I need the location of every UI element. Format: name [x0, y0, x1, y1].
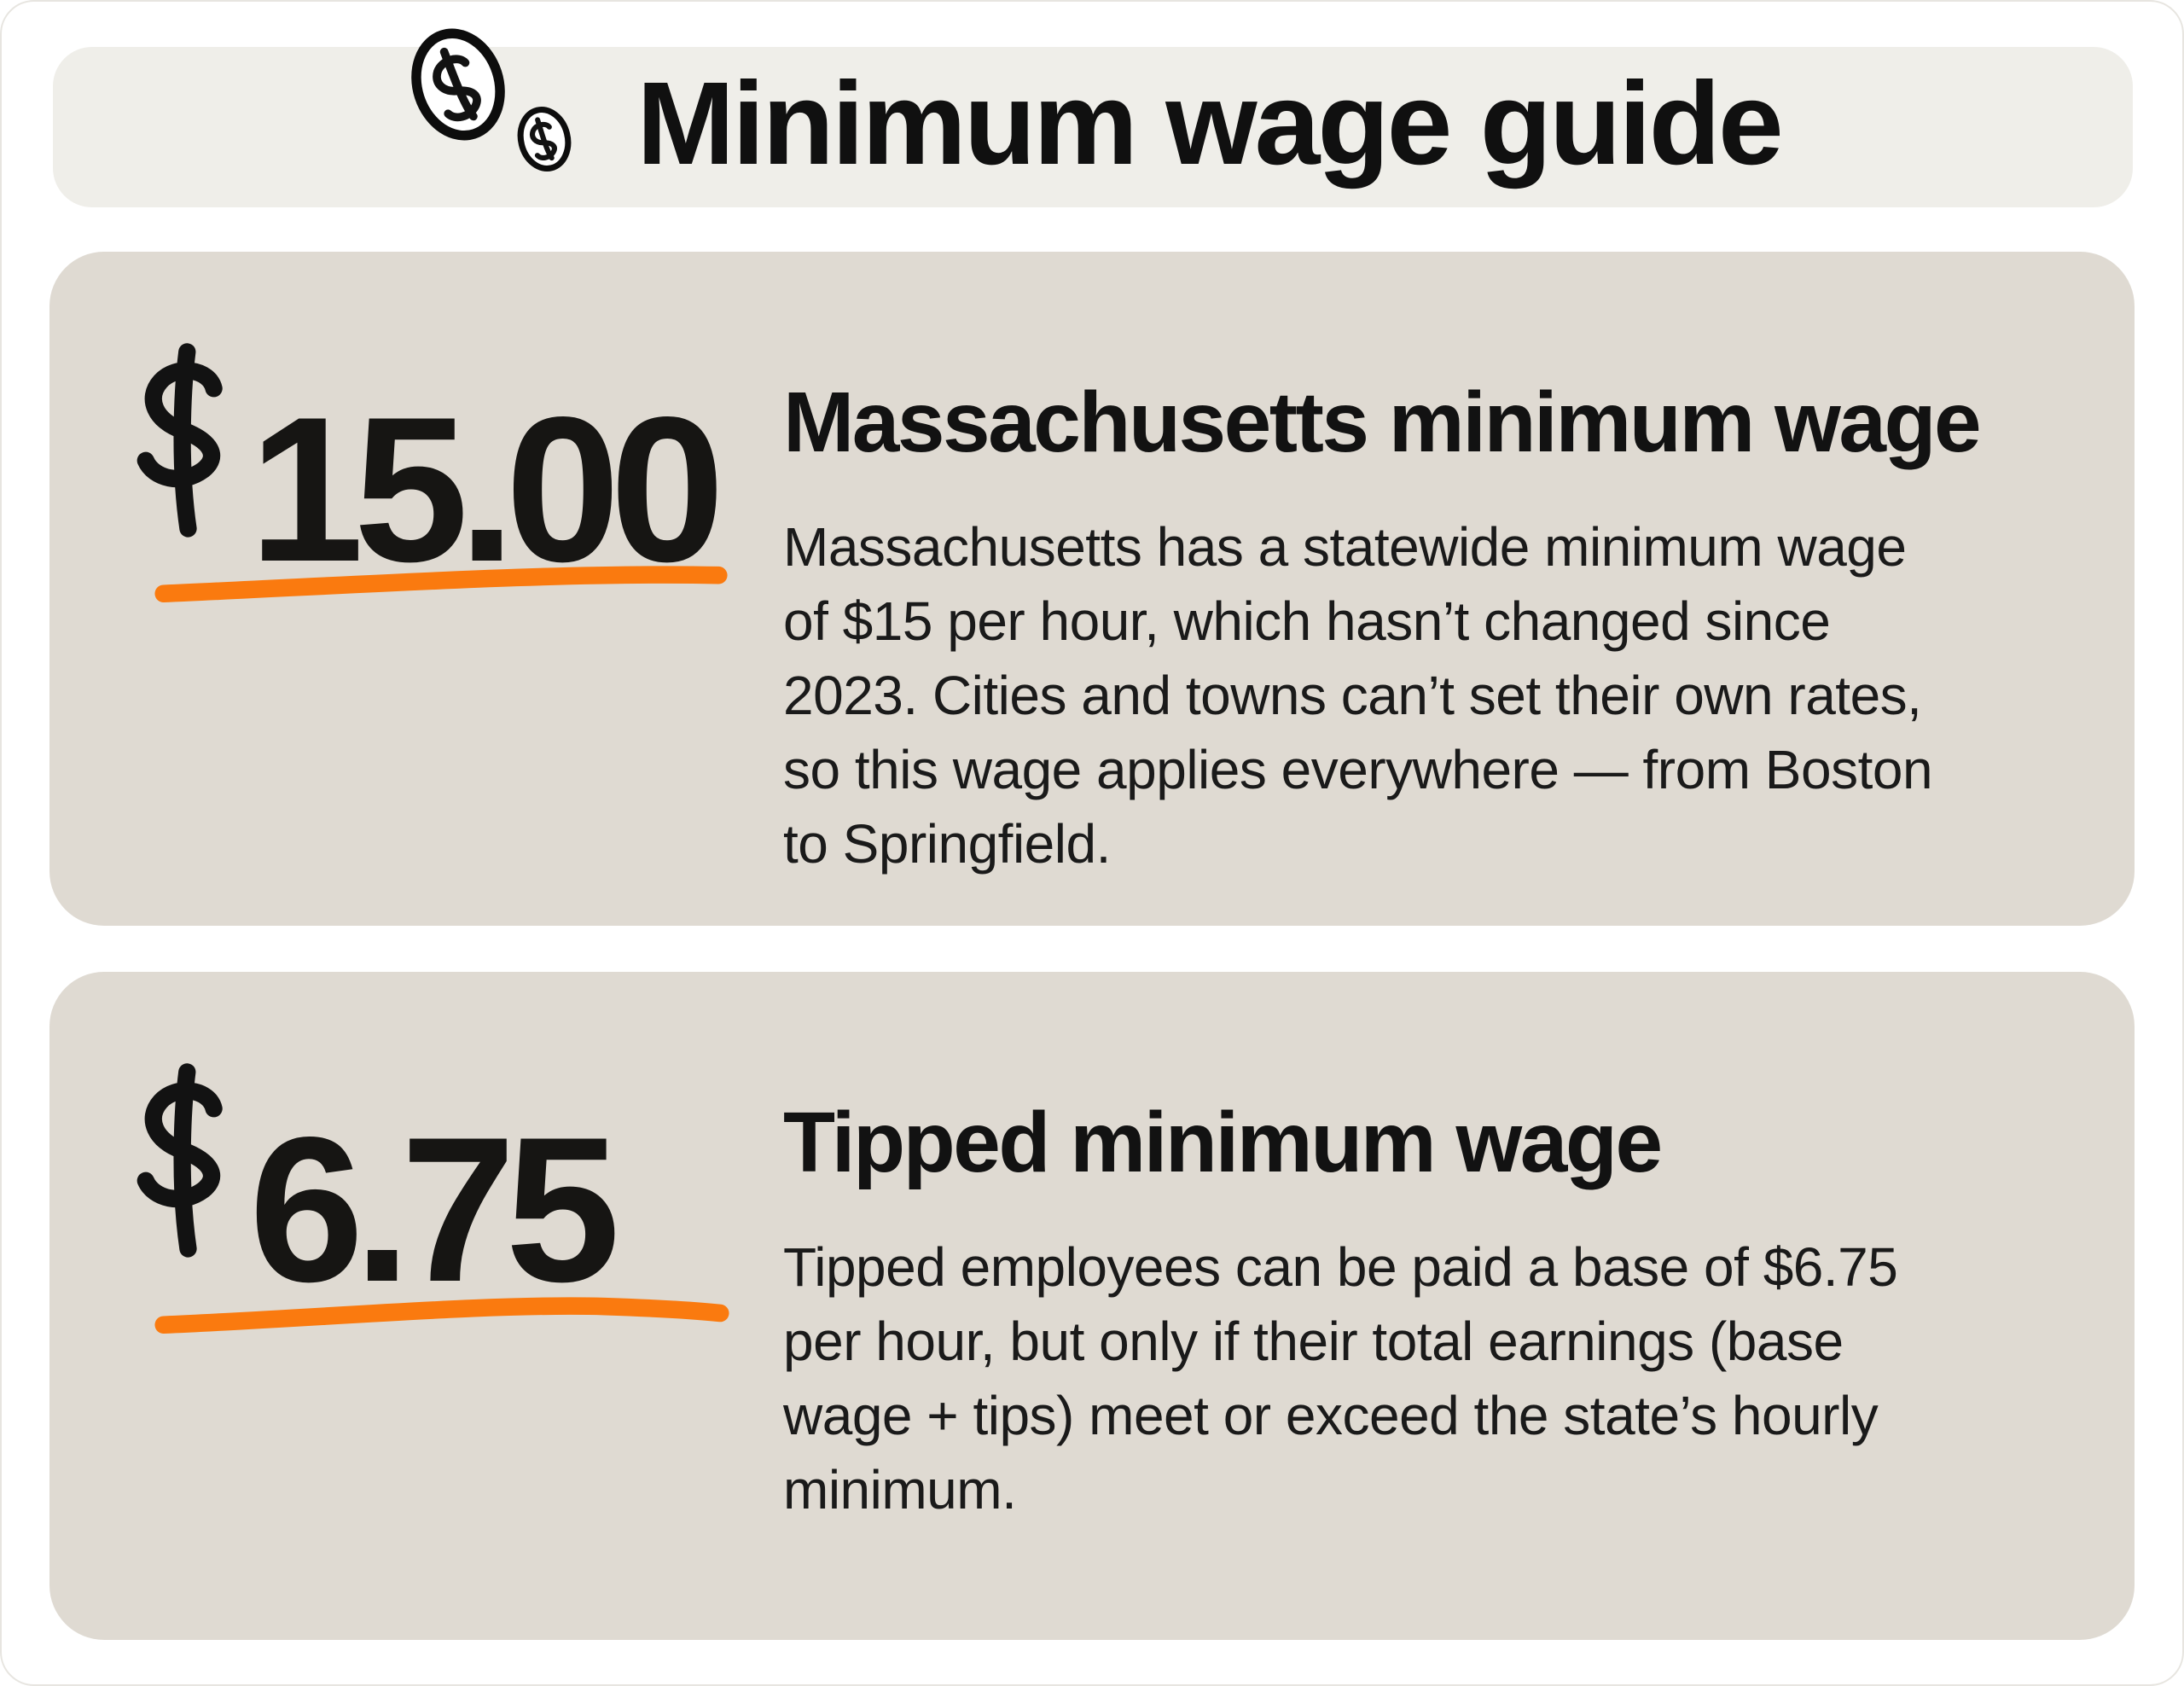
dollar-coins-icon: [404, 28, 585, 186]
text-column: Tipped minimum wage Tipped employees can…: [783, 972, 2049, 1640]
amount-675: 6.75: [131, 1062, 783, 1313]
orange-underline: [154, 566, 728, 603]
text-column: Massachusetts minimum wage Massachusetts…: [783, 252, 2049, 926]
card-body: Tipped employees can be paid a base of $…: [783, 1236, 1898, 1520]
amount-column: 15.00: [131, 252, 783, 926]
card-state-minimum-wage: 15.00 Massachusetts minimum wage Massach…: [49, 252, 2135, 926]
card-tipped-minimum-wage: 6.75 Tipped minimum wage Tipped employee…: [49, 972, 2135, 1640]
header-bar: Minimum wage guide: [53, 28, 2133, 207]
amount-value: 6.75: [249, 1095, 620, 1325]
card-heading: Tipped minimum wage: [783, 1095, 1663, 1190]
amount-15: 15.00: [131, 342, 783, 593]
orange-underline: [154, 1297, 729, 1334]
amount-column: 6.75: [131, 972, 783, 1640]
hand-drawn-dollar-icon: [136, 343, 223, 538]
large-coin-icon: [411, 28, 506, 141]
hand-drawn-dollar-icon: [136, 1063, 223, 1258]
card-heading: Massachusetts minimum wage: [783, 375, 1982, 470]
small-coin-icon: [517, 106, 572, 172]
page-title: Minimum wage guide: [636, 58, 1783, 189]
card-body: Massachusetts has a statewide minimum wa…: [783, 516, 1933, 875]
amount-value: 15.00: [249, 375, 725, 605]
